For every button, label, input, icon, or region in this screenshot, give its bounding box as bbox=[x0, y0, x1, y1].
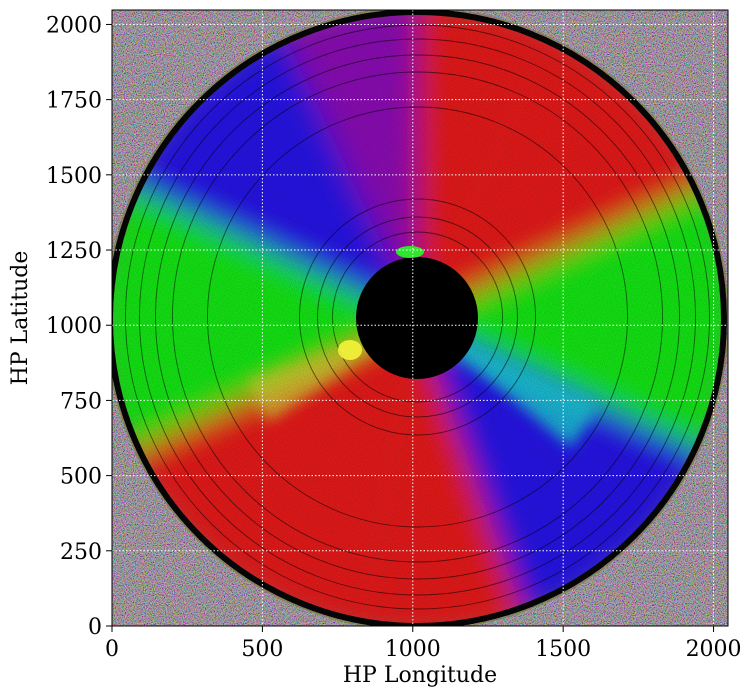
y-tick-label: 1750 bbox=[46, 89, 102, 114]
concentric-rings bbox=[125, 24, 710, 610]
y-tick-label: 1000 bbox=[46, 314, 102, 339]
green-patch-top bbox=[396, 246, 424, 258]
x-tick-label: 1500 bbox=[535, 637, 591, 662]
y-tick-label: 0 bbox=[88, 615, 102, 640]
image-plot-area bbox=[112, 10, 728, 626]
y-axis-title: HP Latitude bbox=[8, 251, 33, 386]
x-tick-label: 1000 bbox=[385, 637, 441, 662]
ring bbox=[139, 38, 696, 596]
y-tick-label: 1500 bbox=[46, 164, 102, 189]
disk-rim bbox=[112, 10, 727, 626]
ring bbox=[317, 216, 518, 418]
y-tick-label: 250 bbox=[60, 540, 102, 565]
grid-lines bbox=[112, 10, 728, 626]
x-tick-label: 500 bbox=[241, 637, 283, 662]
occulter-disk bbox=[356, 257, 478, 379]
y-tick-label: 500 bbox=[60, 465, 102, 490]
x-tick-label: 2000 bbox=[686, 637, 742, 662]
ring bbox=[125, 24, 710, 610]
ring bbox=[332, 231, 503, 403]
x-axis-title: HP Longitude bbox=[343, 663, 497, 688]
x-tick-label: 0 bbox=[105, 637, 119, 662]
axes-frame bbox=[111, 9, 729, 627]
y-tick-label: 2000 bbox=[46, 13, 102, 38]
ring bbox=[207, 106, 628, 528]
yellow-patch bbox=[338, 340, 362, 360]
y-tick-label: 750 bbox=[60, 389, 102, 414]
ring bbox=[299, 198, 536, 436]
x-axis-ticks: 0 500 1000 1500 2000 bbox=[105, 626, 742, 662]
y-tick-label: 1250 bbox=[46, 239, 102, 264]
ring bbox=[172, 71, 663, 563]
ring bbox=[155, 54, 680, 580]
y-axis-ticks: 0 250 500 750 1000 1250 1500 1750 2000 bbox=[46, 13, 112, 640]
